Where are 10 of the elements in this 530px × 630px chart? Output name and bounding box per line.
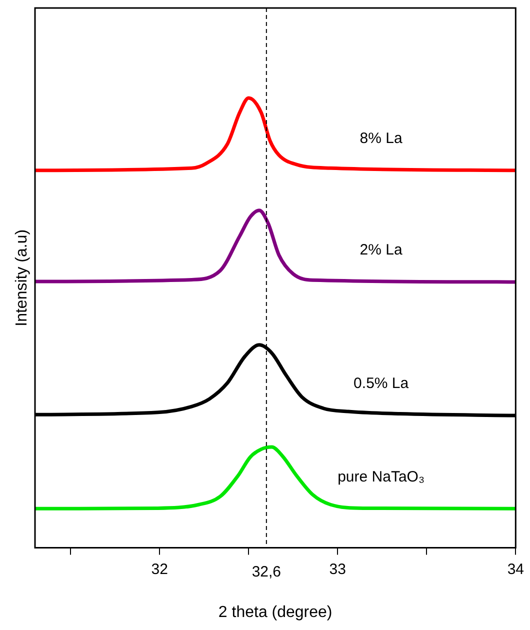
y-axis-title: Intensity (a.u) (13, 229, 30, 326)
series-label: 8% La (360, 130, 403, 148)
series-label: 0.5% La (354, 375, 410, 392)
series-label: pure NaTaO₃ (338, 468, 425, 486)
x-tick-label: 32 (151, 560, 168, 578)
series-label: 2% La (360, 242, 403, 259)
x-axis-title: 2 theta (degree) (218, 604, 332, 621)
x-tick-label: 34 (507, 560, 524, 578)
ref-line-label: 32,6 (252, 563, 282, 580)
x-tick-label: 33 (329, 560, 346, 578)
